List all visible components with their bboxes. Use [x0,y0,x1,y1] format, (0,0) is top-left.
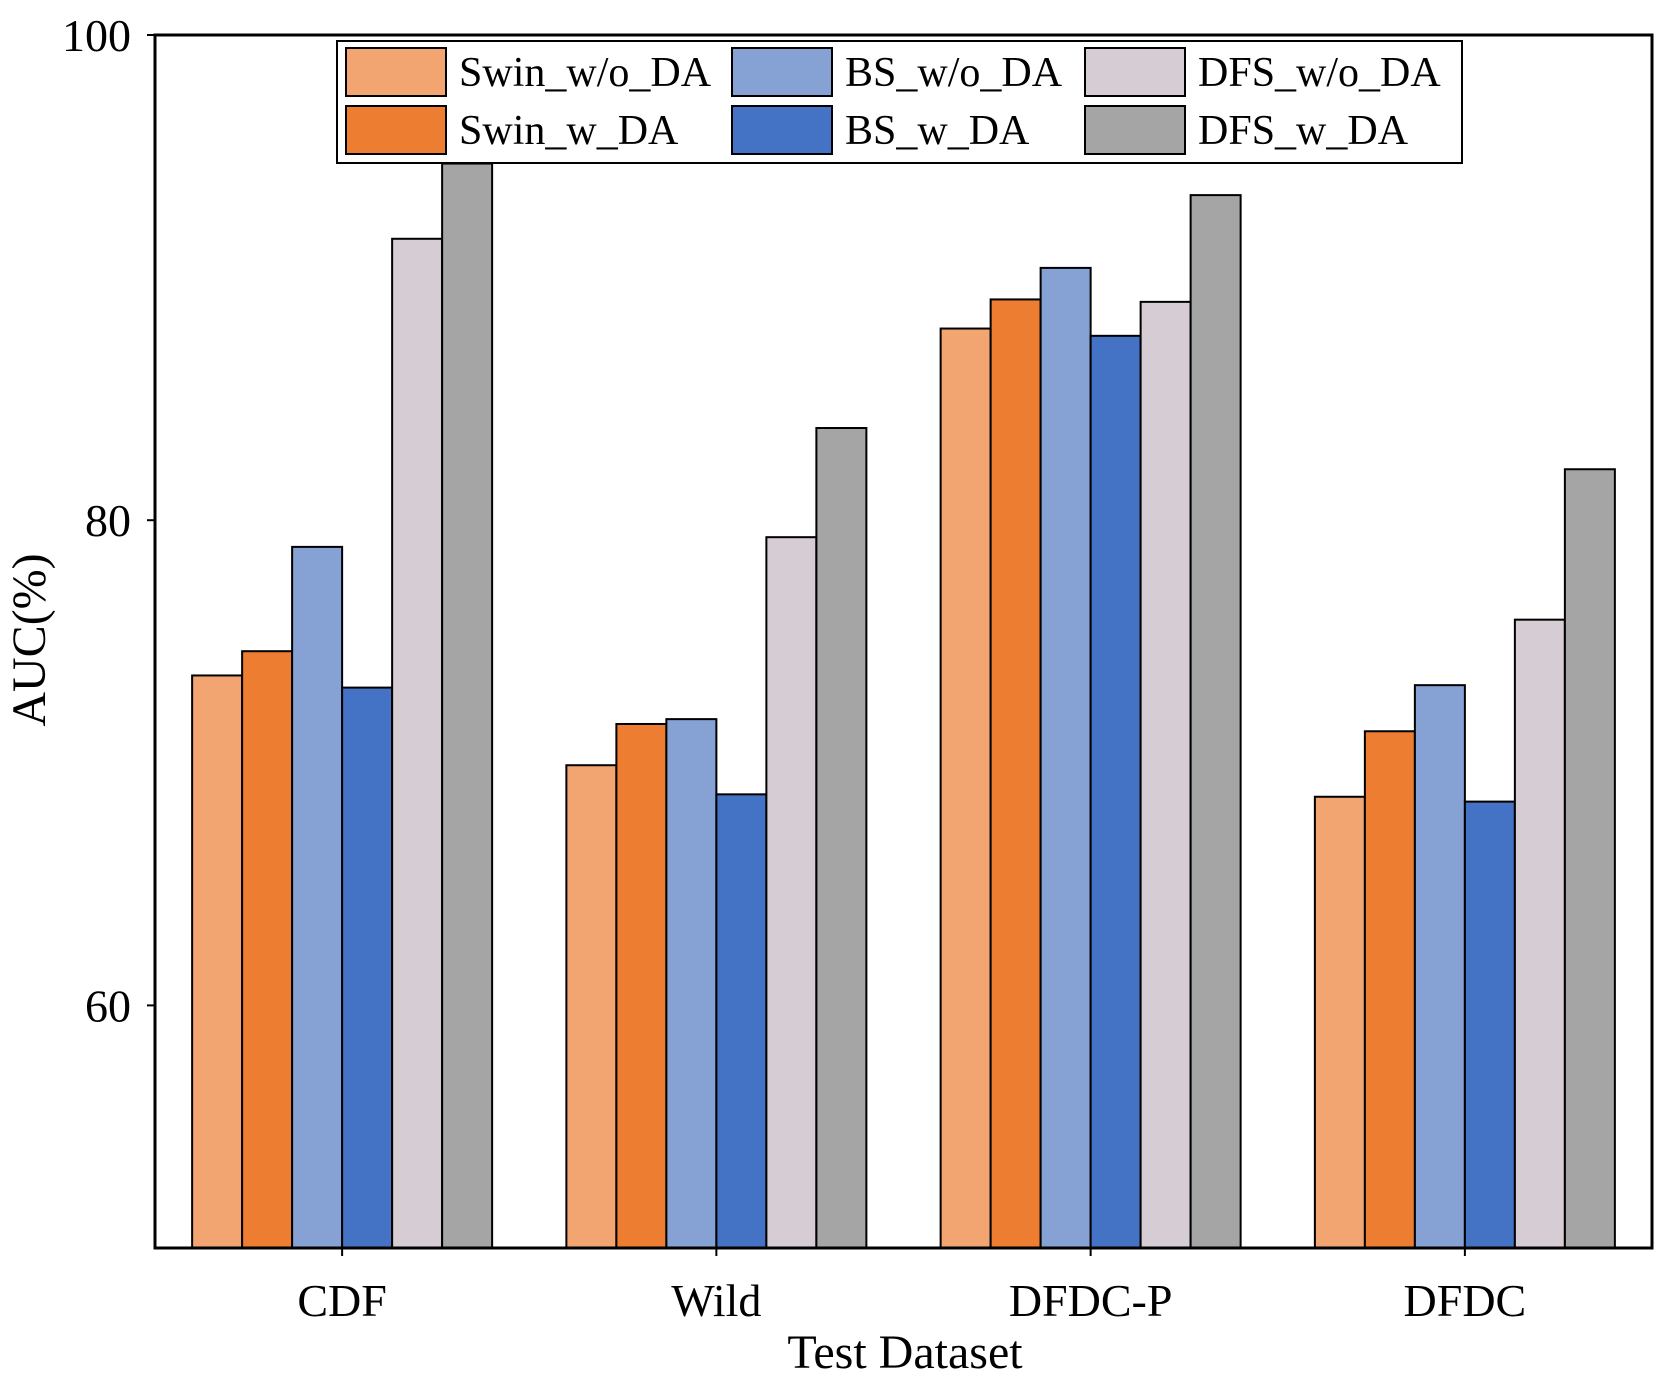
legend-label: BS_w/o_DA [845,50,1063,96]
legend-label: BS_w_DA [845,108,1030,154]
legend-swatch [345,105,447,155]
bar-wild-1 [565,764,618,1249]
legend: Swin_w/o_DA Swin_w_DA BS_w/o_DA BS_w_DA DFS_… [336,40,1463,164]
bar-cdf-2 [241,650,294,1249]
bar-cdf-6 [441,162,494,1249]
y-tick-label: 80 [85,495,131,546]
bar-wild-4 [715,793,768,1249]
bar-dfdc-p-2 [989,298,1042,1249]
x-axis-title: Test Dataset [787,1326,1023,1379]
bar-cdf-1 [191,674,244,1249]
bar-wild-2 [615,722,668,1249]
bar-cdf-5 [391,237,444,1249]
bar-dfdc-5 [1513,618,1566,1249]
y-axis-title: AUC(%) [3,553,56,726]
x-tick-label: DFDC [1404,1275,1527,1326]
y-tick-label: 100 [62,10,131,61]
legend-swatch [731,105,833,155]
bars-layer [191,162,1616,1250]
legend-swatch [1084,47,1186,97]
x-tick-label: Wild [671,1275,761,1326]
legend-label: DFS_w/o_DA [1198,50,1441,96]
bar-dfdc-3 [1413,684,1466,1249]
legend-swatch [345,47,447,97]
plot-frame [153,33,1654,1250]
legend-label: Swin_w/o_DA [459,50,712,96]
bar-dfdc-6 [1563,468,1616,1249]
bar-cdf-4 [341,686,394,1249]
bar-dfdc-1 [1313,795,1366,1249]
legend-swatch [1084,105,1186,155]
bar-dfdc-4 [1463,800,1516,1250]
x-tick-label: CDF [297,1275,386,1326]
bar-cdf-3 [291,545,344,1249]
bar-dfdc-p-5 [1139,300,1192,1249]
legend-box [336,40,1463,164]
bar-wild-6 [815,427,868,1249]
ticks-layer: CDF Wild DFDC-P DFDC 60 80 100 [62,10,1526,1326]
bar-wild-3 [665,718,718,1249]
bar-dfdc-p-4 [1089,334,1142,1250]
bar-dfdc-p-1 [939,327,992,1249]
bar-dfdc-p-6 [1189,194,1242,1250]
bar-wild-5 [765,536,818,1249]
bar-dfdc-2 [1363,730,1416,1249]
legend-swatch [731,47,833,97]
legend-label: Swin_w_DA [459,108,679,154]
x-tick-label: DFDC-P [1009,1275,1173,1326]
legend-label: DFS_w_DA [1198,108,1409,154]
y-tick-label: 60 [85,980,131,1031]
bar-dfdc-p-3 [1039,266,1092,1249]
